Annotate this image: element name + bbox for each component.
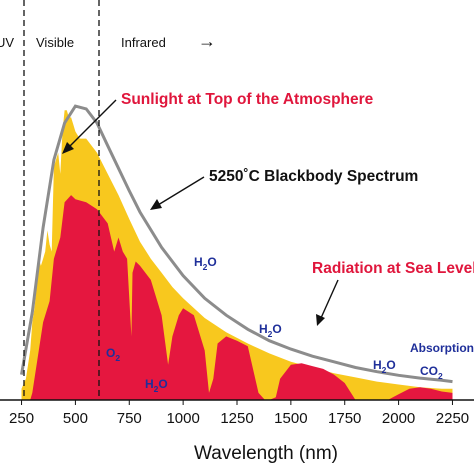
arrowhead-sea-level-icon bbox=[316, 314, 325, 326]
arrowhead-blackbody-icon bbox=[150, 199, 162, 210]
x-tick-label: 2000 bbox=[382, 410, 415, 427]
label-top-of-atmosphere: Sunlight at Top of the Atmosphere bbox=[121, 91, 374, 108]
label-blackbody-spectrum: 5250˚C Blackbody Spectrum bbox=[209, 168, 418, 185]
region-visible: Visible bbox=[36, 35, 74, 50]
blackbody-curve bbox=[20, 104, 453, 384]
x-axis-ticks: 250 500 750 1000 1250 1500 1750 2000 2250 bbox=[9, 400, 469, 427]
absorption-h2o-3: H2O bbox=[145, 377, 168, 394]
arrow-top-of-atmosphere bbox=[68, 99, 117, 148]
x-tick-label: 250 bbox=[9, 410, 34, 427]
arrowhead-top-of-atmosphere-icon bbox=[62, 142, 74, 154]
absorption-h2o-4: H2O bbox=[373, 358, 396, 375]
x-tick-label: 1000 bbox=[166, 410, 199, 427]
arrow-sea-level bbox=[320, 279, 339, 319]
absorption-h2o-2: H2O bbox=[259, 322, 282, 339]
absorption-o2: O2 bbox=[106, 346, 120, 363]
area-layer bbox=[21, 110, 453, 401]
region-infrared: Infrared bbox=[121, 35, 166, 50]
x-tick-label: 1500 bbox=[274, 410, 307, 427]
absorption-h2o-1: H2O bbox=[194, 255, 217, 272]
x-tick-label: 1250 bbox=[220, 410, 253, 427]
absorption-bands-label: Absorption Bands bbox=[410, 341, 474, 355]
x-tick-label: 500 bbox=[63, 410, 88, 427]
infrared-arrow-icon: → bbox=[198, 31, 216, 51]
arrow-blackbody bbox=[157, 176, 205, 206]
x-tick-label: 750 bbox=[117, 410, 142, 427]
x-tick-label: 2250 bbox=[436, 410, 469, 427]
x-axis-title: Wavelength (nm) bbox=[194, 443, 338, 464]
region-uv: UV bbox=[0, 35, 14, 50]
x-tick-label: 1750 bbox=[328, 410, 361, 427]
label-sea-level: Radiation at Sea Level bbox=[312, 260, 474, 277]
area-sea-level bbox=[21, 195, 453, 400]
absorption-co2: CO2 bbox=[420, 364, 443, 381]
